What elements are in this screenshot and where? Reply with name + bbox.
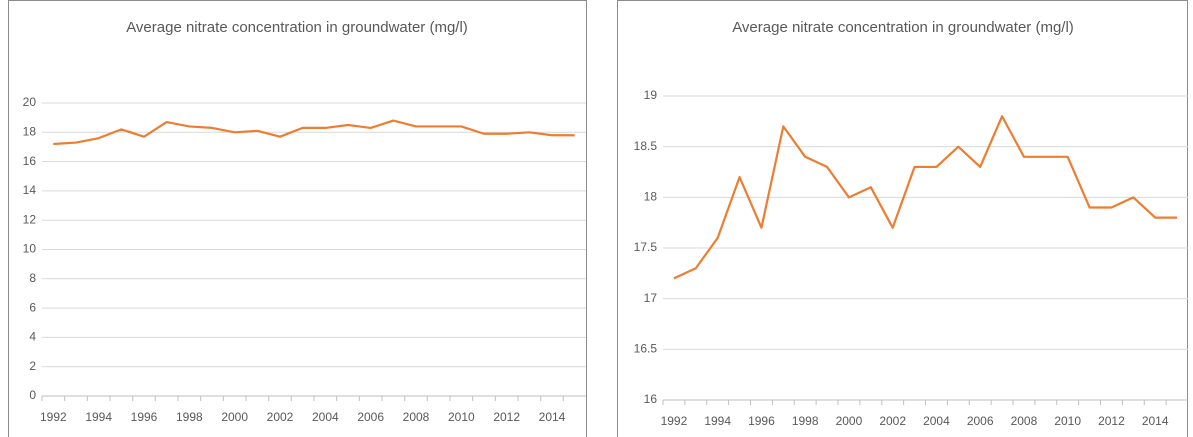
x-tick-label: 2004 — [312, 410, 339, 424]
x-tick-label: 1992 — [661, 414, 688, 428]
x-tick-label: 2006 — [967, 414, 994, 428]
y-tick-label: 19 — [644, 88, 658, 102]
x-tick-label: 2008 — [403, 410, 430, 424]
x-tick-label: 2008 — [1011, 414, 1038, 428]
right-panel — [617, 0, 1188, 437]
x-tick-label: 2014 — [1142, 414, 1169, 428]
y-tick-label: 4 — [29, 330, 36, 344]
y-tick-label: 20 — [23, 95, 37, 109]
x-tick-label: 2002 — [267, 410, 294, 424]
y-tick-label: 18 — [23, 124, 37, 138]
y-tick-label: 10 — [23, 242, 37, 256]
y-tick-label: 2 — [29, 359, 36, 373]
x-tick-label: 2006 — [357, 410, 384, 424]
x-tick-label: 1994 — [85, 410, 112, 424]
x-tick-label: 2012 — [1098, 414, 1125, 428]
y-tick-label: 0 — [29, 388, 36, 402]
x-tick-label: 1996 — [131, 410, 158, 424]
chart-title: Average nitrate concentration in groundw… — [126, 19, 468, 36]
x-tick-label: 2012 — [493, 410, 520, 424]
y-tick-label: 17 — [644, 291, 658, 305]
data-line — [673, 115, 1178, 280]
y-tick-label: 14 — [23, 183, 37, 197]
y-tick-label: 8 — [29, 271, 36, 285]
x-tick-label: 1998 — [176, 410, 203, 424]
y-tick-label: 16.5 — [634, 342, 658, 356]
x-tick-label: 2010 — [448, 410, 475, 424]
x-tick-label: 2010 — [1054, 414, 1081, 428]
x-tick-label: 2004 — [923, 414, 950, 428]
chart-title: Average nitrate concentration in groundw… — [732, 19, 1074, 36]
x-tick-label: 1992 — [40, 410, 67, 424]
data-line — [53, 119, 575, 146]
x-tick-label: 1994 — [704, 414, 731, 428]
x-tick-label: 2002 — [879, 414, 906, 428]
x-tick-label: 2014 — [539, 410, 566, 424]
y-tick-label: 16 — [644, 392, 658, 406]
y-tick-label: 18.5 — [634, 139, 658, 153]
x-tick-label: 2000 — [221, 410, 248, 424]
y-tick-label: 6 — [29, 300, 36, 314]
y-tick-label: 17.5 — [634, 240, 658, 254]
y-tick-label: 16 — [23, 154, 37, 168]
y-tick-label: 18 — [644, 190, 658, 204]
x-tick-label: 1996 — [748, 414, 775, 428]
x-tick-label: 1998 — [792, 414, 819, 428]
x-tick-label: 2000 — [836, 414, 863, 428]
left-panel — [8, 0, 587, 437]
y-tick-label: 12 — [23, 212, 37, 226]
